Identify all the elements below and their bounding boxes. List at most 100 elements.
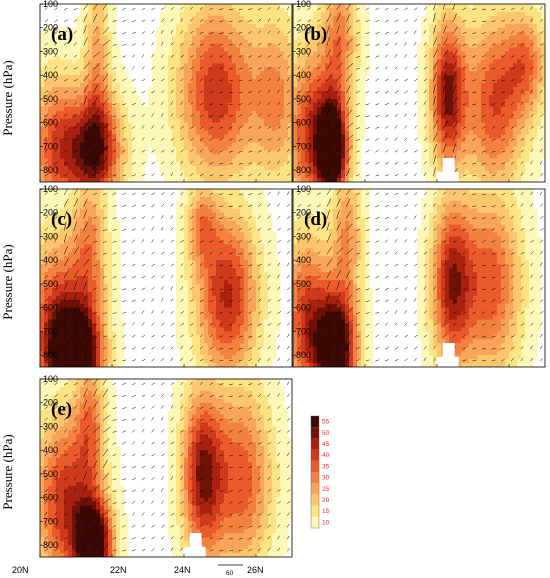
y-tick-label: 800 xyxy=(43,350,58,360)
panel-frame xyxy=(292,188,546,368)
filled-contours xyxy=(293,4,545,182)
terrain-mask xyxy=(436,343,459,367)
panel-label: (e) xyxy=(51,399,72,420)
y-axis-label-a: Pressure (hPa) xyxy=(0,60,15,135)
y-tick-label: 500 xyxy=(296,279,311,289)
x-axis: 20N 22N 24N 26N 60 xyxy=(12,564,264,577)
y-tick-label: 300 xyxy=(43,421,58,431)
wind-vectors xyxy=(297,189,544,362)
y-tick-label: 200 xyxy=(43,398,58,408)
y-axis-label-c: Pressure (hPa) xyxy=(0,244,15,319)
y-tick-label: 500 xyxy=(43,469,58,479)
filled-contours xyxy=(40,4,292,182)
colorbar-segment xyxy=(311,416,319,428)
y-tick-label: 400 xyxy=(43,255,58,265)
colorbar-segment xyxy=(311,494,319,506)
y-tick-label: 100 xyxy=(296,184,311,194)
colorbar-label: 45 xyxy=(322,441,330,448)
colorbar-segment xyxy=(311,427,319,439)
panels-layer: 100 200 300 400 500 600 700 800 (a) 100 200 300 400 5… xyxy=(39,0,546,558)
colorbar-label: 15 xyxy=(322,508,330,515)
panel-label: (b) xyxy=(304,24,327,45)
colorbar-label: 30 xyxy=(322,475,330,482)
y-tick-label: 300 xyxy=(296,231,311,241)
y-tick-label: 700 xyxy=(296,326,311,336)
panel-label: (c) xyxy=(51,209,72,230)
y-axis-label-e: Pressure (hPa) xyxy=(0,434,15,509)
panel-label: (d) xyxy=(304,209,327,230)
filled-contours xyxy=(40,189,292,367)
y-tick-label: 800 xyxy=(43,540,58,550)
y-tick-label: 800 xyxy=(296,165,311,175)
y-tick-label: 600 xyxy=(43,118,58,128)
colorbar-segment xyxy=(311,460,319,472)
colorbar-segment xyxy=(311,472,319,484)
y-tick-label: 800 xyxy=(43,165,58,175)
colorbar-label: 20 xyxy=(322,497,330,504)
wind-vectors xyxy=(44,189,291,362)
y-tick-label: 100 xyxy=(43,0,58,9)
reference-vector-label: 60 xyxy=(226,570,234,577)
y-tick-label: 300 xyxy=(296,46,311,56)
colorbar-segment xyxy=(311,483,319,495)
y-tick-label: 500 xyxy=(43,279,58,289)
x-tick-label: 26N xyxy=(247,565,264,575)
x-tick-label: 22N xyxy=(110,565,127,575)
y-tick-label: 200 xyxy=(43,208,58,218)
panel-d: 100 200 300 400 500 600 700 800 (d) xyxy=(292,184,546,368)
y-tick-label: 400 xyxy=(43,445,58,455)
y-tick-label: 600 xyxy=(296,118,311,128)
y-tick-label: 400 xyxy=(296,70,311,80)
colorbar: 10 15 20 25 30 35 40 45 50 55 xyxy=(310,415,330,529)
colorbar-label: 55 xyxy=(322,419,330,426)
y-tick-label: 100 xyxy=(296,0,311,9)
y-tick-label: 500 xyxy=(43,94,58,104)
y-tick-label: 300 xyxy=(43,46,58,56)
y-tick-label: 800 xyxy=(296,350,311,360)
filled-contours xyxy=(293,189,545,367)
y-tick-label: 200 xyxy=(43,23,58,33)
y-tick-label: 100 xyxy=(43,184,58,194)
wind-vectors xyxy=(297,4,544,177)
y-tick-label: 200 xyxy=(296,208,311,218)
panel-frame xyxy=(39,188,293,368)
y-tick-label: 700 xyxy=(43,516,58,526)
panel-label: (a) xyxy=(51,24,73,45)
colorbar-segment xyxy=(311,449,319,461)
y-tick-label: 400 xyxy=(296,255,311,265)
filled-contours xyxy=(40,379,292,557)
colorbar-segment xyxy=(311,516,319,528)
y-tick-label: 700 xyxy=(296,141,311,151)
y-tick-label: 600 xyxy=(296,303,311,313)
x-tick-label: 20N xyxy=(12,565,29,575)
colorbar-label: 25 xyxy=(322,486,330,493)
y-tick-label: 600 xyxy=(43,493,58,503)
wind-vectors xyxy=(44,4,291,177)
panel-b: 100 200 300 400 500 600 700 800 (b) xyxy=(292,0,546,183)
colorbar-label: 40 xyxy=(322,452,330,459)
y-tick-label: 700 xyxy=(43,326,58,336)
colorbar-label: 35 xyxy=(322,463,330,470)
panel-frame xyxy=(292,3,546,183)
panel-c: 100 200 300 400 500 600 700 800 (c) xyxy=(39,184,293,368)
colorbar-label: 50 xyxy=(322,430,330,437)
panel-frame xyxy=(39,378,293,558)
colorbar-segment xyxy=(311,438,319,450)
panel-e: 100 200 300 400 500 600 700 800 (e) xyxy=(39,374,293,558)
terrain-mask xyxy=(183,533,206,557)
y-tick-label: 500 xyxy=(296,94,311,104)
y-tick-label: 700 xyxy=(43,141,58,151)
y-tick-label: 400 xyxy=(43,70,58,80)
y-tick-label: 200 xyxy=(296,23,311,33)
x-tick-label: 24N xyxy=(174,565,191,575)
y-tick-label: 100 xyxy=(43,374,58,384)
terrain-mask xyxy=(436,158,459,182)
colorbar-label: 10 xyxy=(322,519,330,526)
panel-a: 100 200 300 400 500 600 700 800 (a) xyxy=(39,0,293,183)
wind-vectors xyxy=(44,379,291,552)
y-tick-label: 600 xyxy=(43,303,58,313)
y-axis-labels: Pressure (hPa) Pressure (hPa) Pressure (… xyxy=(0,60,15,509)
colorbar-segment xyxy=(311,505,319,517)
y-tick-label: 300 xyxy=(43,231,58,241)
